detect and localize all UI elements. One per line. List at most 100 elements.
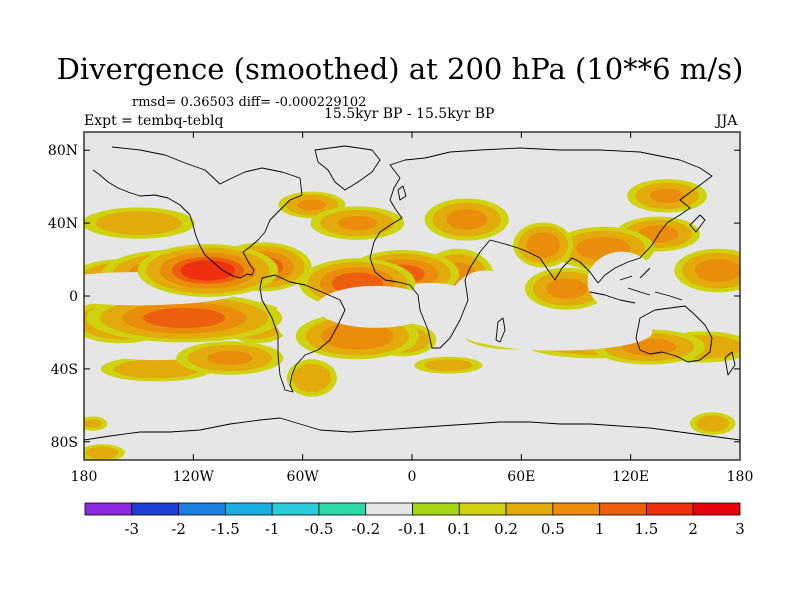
x-tick-label: 180 [727,469,754,485]
y-tick-label: 40S [51,362,78,378]
colorbar-label: -0.2 [351,520,380,538]
map-axes: 180 120W 60W 0 60E 120E 180 80N 40N 0 40S 80S [48,132,753,485]
x-tick-label: 180 [71,469,98,485]
colorbar-label: -3 [124,520,139,538]
divergence-contour [424,359,473,372]
colorbar-swatch [412,502,460,516]
divergence-contour [86,446,119,459]
divergence-contour [587,251,656,312]
coastline-greenland [314,145,381,191]
colorbar-label: -1 [265,520,280,538]
coastlines [84,145,740,441]
x-tick-label: 60E [507,469,535,485]
divergence-cell [176,341,284,375]
y-tick-label: 0 [69,289,78,305]
colorbar-label: -2 [171,520,186,538]
x-tick-label: 120W [173,469,215,485]
colorbar-label: 1 [595,520,605,538]
colorbar-swatch [646,502,694,516]
colorbar-swatch [224,502,273,516]
divergence-cell [587,251,656,312]
colorbar: -3 -2 -1.5 -1 -0.5 -0.2 -0.1 0.1 0.2 0.5 1 1.5 2 3 [84,502,745,538]
colorbar-label: -1.5 [211,520,240,538]
season-label: JJA [716,113,738,129]
divergence-cell [137,244,279,297]
colorbar-swatch [271,502,320,516]
divergence-contour [546,278,588,299]
divergence-cell [84,444,125,460]
x-tick-label: 120E [612,469,649,485]
y-tick-label: 80S [51,435,78,451]
divergence-cell [286,359,337,397]
divergence-contour [321,322,394,350]
divergence-contour [446,209,488,230]
stats-label: rmsd= 0.36503 diff= -0.000229102 [132,95,367,110]
divergence-cell [674,248,740,293]
coastline-madagascar [495,317,506,343]
colorbar-label: -0.1 [398,520,427,538]
divergence-cell [513,222,574,268]
y-tick-label: 80N [48,143,78,159]
colorbar-swatch [692,502,741,516]
divergence-cell [627,179,708,213]
divergence-contour [650,188,684,203]
colorbar-swatch [318,502,367,516]
divergence-cell [690,412,736,435]
divergence-cell [524,267,609,310]
subtitle-label: 15.5kyr BP - 15.5kyr BP [324,106,495,122]
colorbar-label: 0.2 [494,520,518,538]
y-tick-label: 40N [48,216,78,232]
divergence-contour [695,258,740,283]
colorbar-swatch [552,502,601,516]
divergence-cell [310,206,404,240]
coastline-japan [689,214,706,233]
coastline-british-isles [397,185,407,201]
coastline-new-zealand [724,351,736,376]
colorbar-swatch [599,502,647,516]
divergence-contour [143,307,226,329]
divergence-contour [113,359,200,379]
colorbar-swatch [84,502,133,516]
divergence-cell [463,314,653,351]
divergence-cell [84,207,195,239]
divergence-field [84,171,740,460]
divergence-contour [463,314,653,351]
coastline-north-america [92,146,303,279]
divergence-contour [316,285,435,328]
experiment-label: Expt = tembq-teblq [84,113,224,129]
colorbar-swatch [131,502,179,516]
divergence-contour [696,415,729,432]
colorbar-label: 3 [735,520,745,538]
divergence-contour [207,350,253,366]
coastline-antarctica [84,417,740,441]
divergence-cell [84,416,108,431]
coastline-australia [635,305,713,363]
divergence-cell [226,206,307,240]
colorbar-swatch [365,502,413,516]
divergence-contour [180,260,236,281]
colorbar-swatch [458,502,507,516]
page-title: Divergence (smoothed) at 200 hPa (10**6 … [56,52,744,86]
colorbar-label: 1.5 [635,520,659,538]
divergence-cell [424,198,509,241]
colorbar-label: 0.5 [541,520,565,538]
colorbar-label: 2 [688,520,698,538]
divergence-contour [292,363,331,393]
divergence-contour [226,206,307,240]
colorbar-label: 0.1 [447,520,471,538]
divergence-contour [95,211,182,236]
divergence-cell [414,356,483,374]
divergence-contour [526,232,560,258]
coastline-indonesia [589,267,683,304]
x-tick-label: 60W [287,469,320,485]
divergence-cell [86,293,283,343]
divergence-contour [337,216,378,231]
coastline-south-america [259,274,346,393]
colorbar-label: -0.5 [304,520,333,538]
coastline-eurasia-africa [369,147,713,349]
divergence-cell [316,285,435,328]
x-tick-label: 0 [408,469,417,485]
colorbar-swatch [505,502,554,516]
